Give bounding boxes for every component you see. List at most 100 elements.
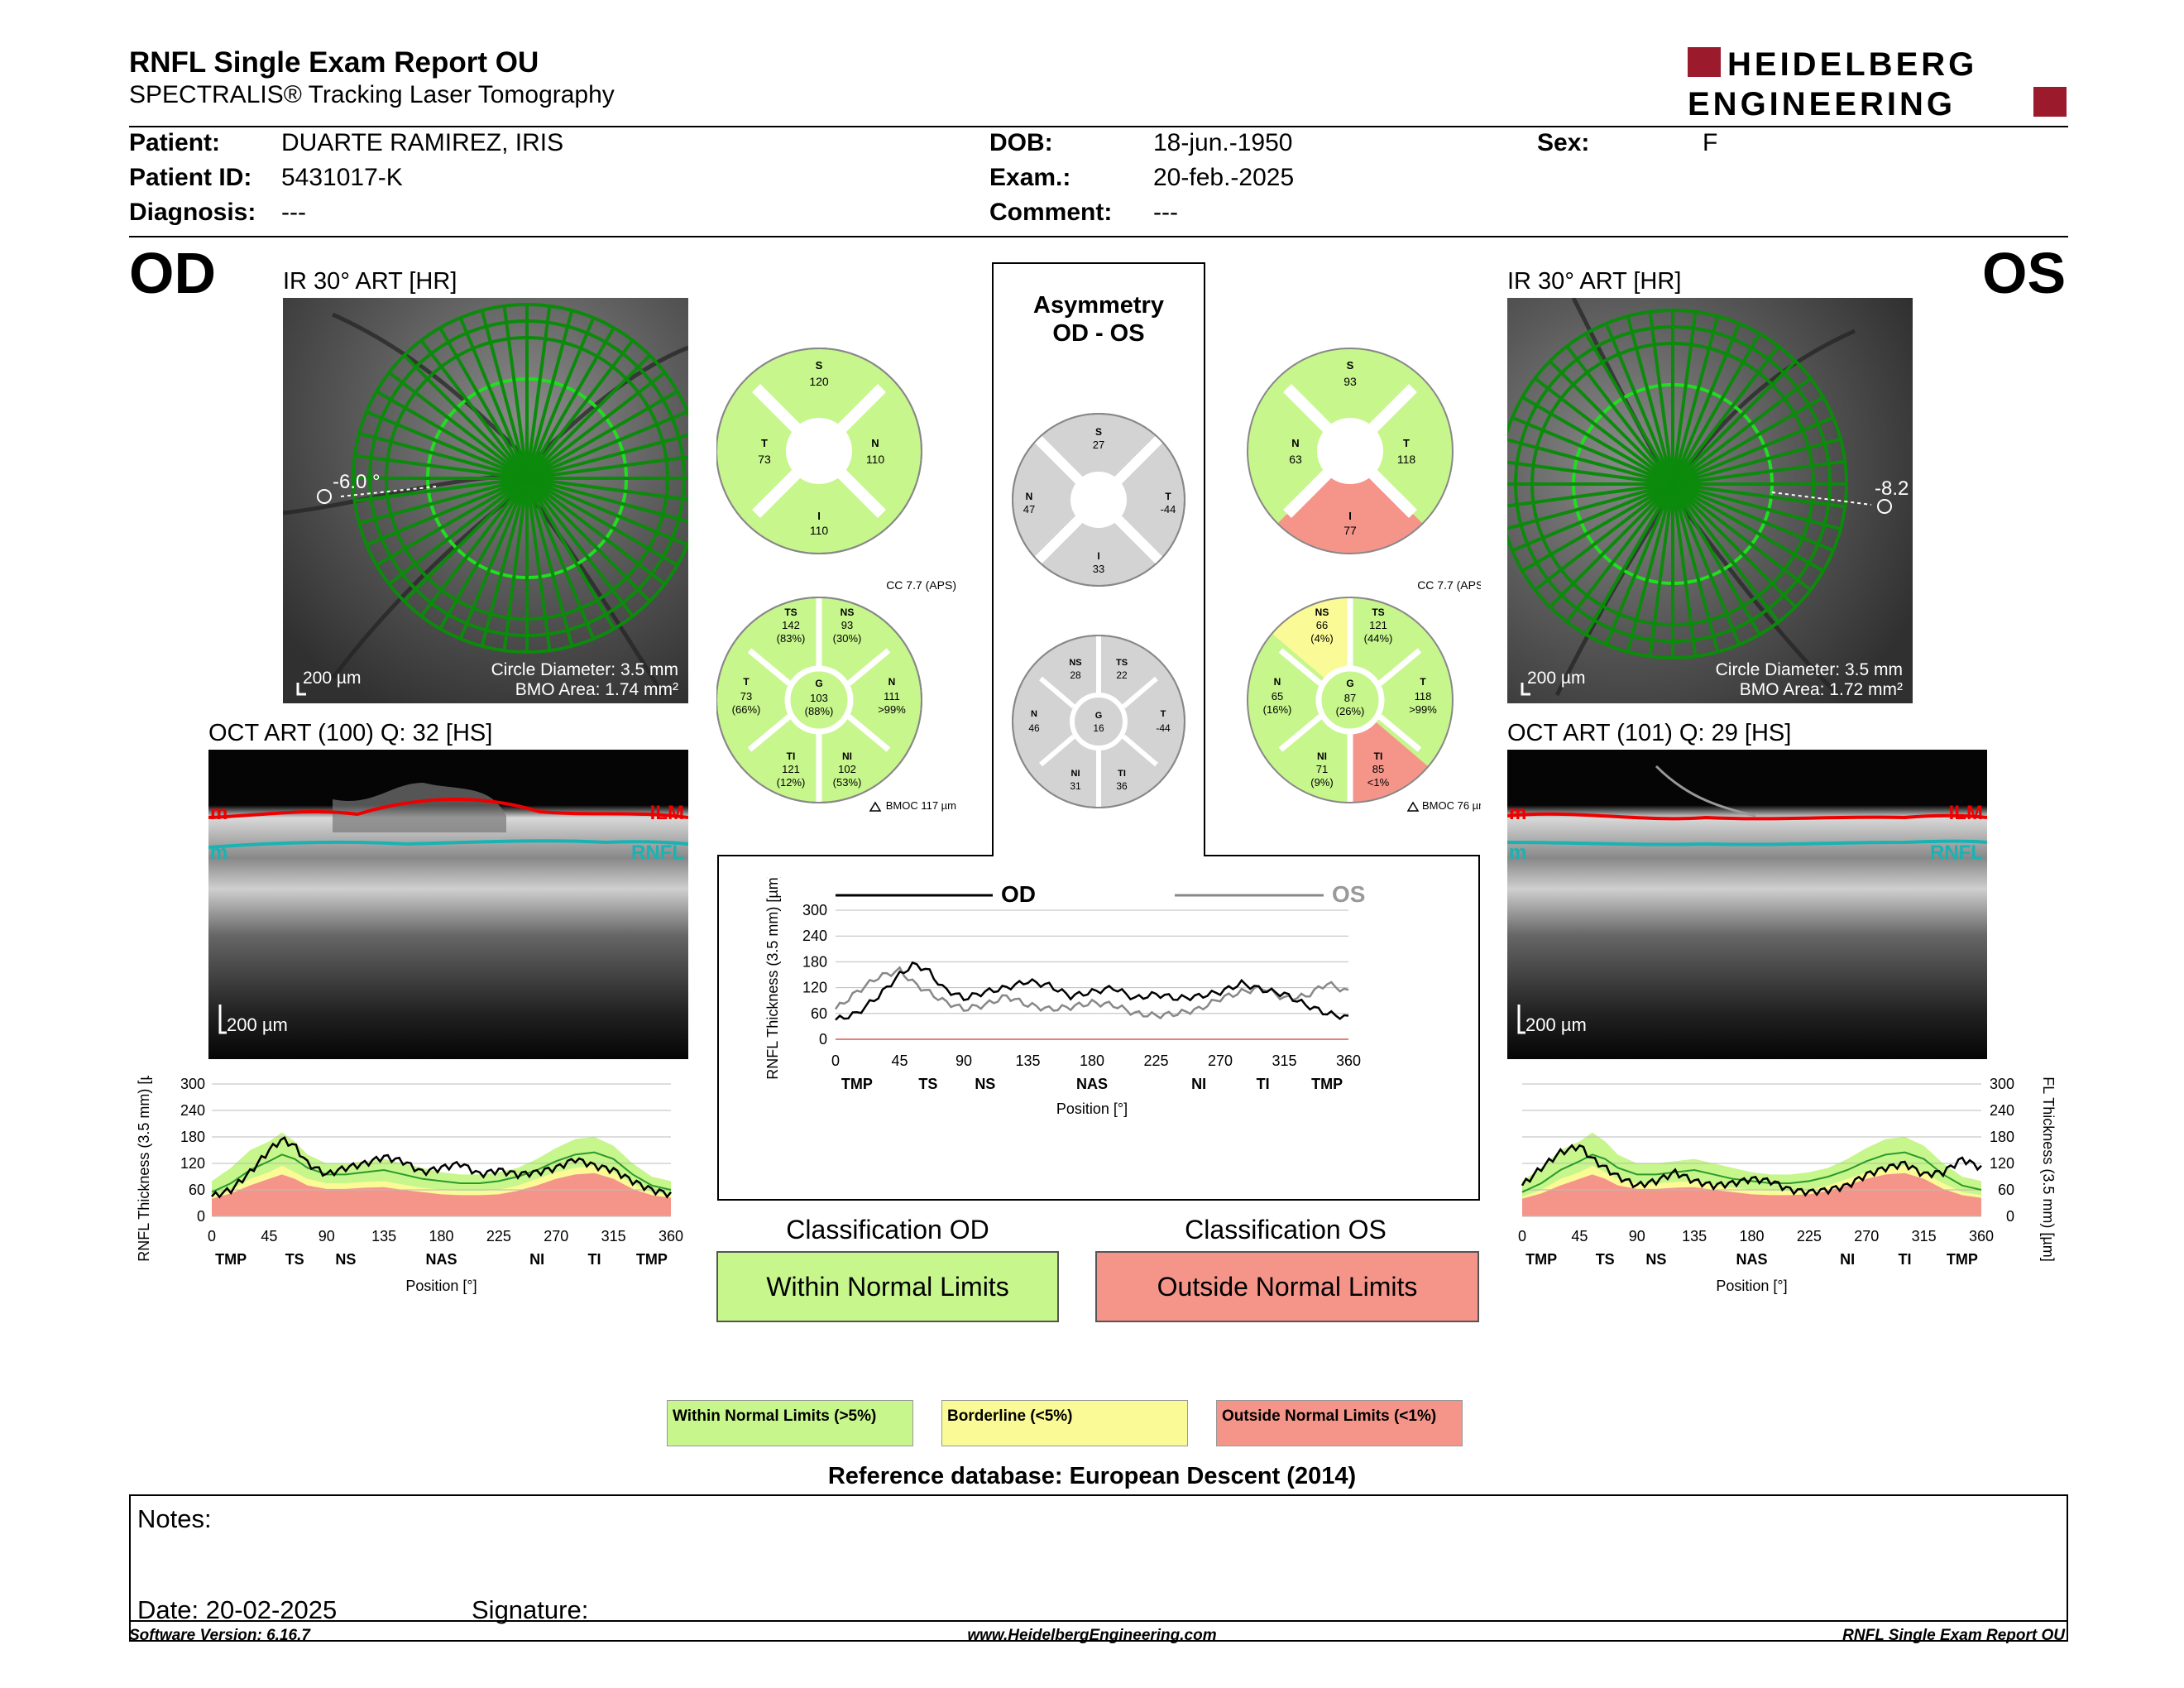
scan-spoke <box>525 477 574 647</box>
scan-spoke <box>526 433 688 480</box>
y-axis-label: RNFL Thickness (3.5 mm) [µm] <box>136 1076 152 1262</box>
sex-value: F <box>1703 129 1718 156</box>
os-n-value: 65 <box>1272 690 1283 703</box>
scan-spoke <box>525 477 651 602</box>
scan-spoke <box>1521 482 1674 573</box>
os-g-value: 87 <box>1344 692 1356 704</box>
svg-text:T: T <box>1165 491 1171 502</box>
scan-spoke <box>1671 482 1824 573</box>
scan-spoke <box>438 327 529 480</box>
notes-label: Notes: <box>137 1504 212 1533</box>
svg-text:NI: NI <box>1071 769 1080 779</box>
od-eye-label: OD <box>129 241 216 305</box>
legend-borderline: Borderline (<5%) <box>941 1400 1188 1446</box>
os-profile-chart: 0 60 120 180 240 300 0 45 90 135 180 225 270 315 360 TM… <box>1518 1076 2057 1294</box>
svg-text:NS: NS <box>841 607 855 618</box>
svg-text:N: N <box>1031 709 1037 719</box>
sector-label: NS <box>975 1076 995 1092</box>
classification-od-title: Classification OD <box>786 1215 989 1244</box>
scan-spoke <box>1672 482 1834 553</box>
os-g-pct: (26%) <box>1336 705 1365 717</box>
svg-text:NS: NS <box>1069 658 1081 668</box>
asym-quad-i: 33 <box>1093 563 1104 575</box>
scan-spoke <box>458 477 529 640</box>
svg-text:TS: TS <box>784 607 797 618</box>
od-sector-diagram: CC 7.7 (APS) TS 142 (83%) NS 93 (30%) T … <box>716 578 956 812</box>
asym-quad-n: 47 <box>1023 503 1035 516</box>
od-quad-n: 110 <box>866 453 885 466</box>
od-rnfl-label: RNFL <box>631 842 684 864</box>
os-ir-title: IR 30° ART [HR] <box>1507 268 1682 295</box>
header-rule <box>129 126 2068 127</box>
scan-spoke <box>1672 482 1842 531</box>
sector-label: TMP <box>215 1251 247 1268</box>
y-axis-label: RNFL Thickness (3.5 mm) [µm] <box>764 877 781 1080</box>
scan-spoke <box>1672 415 1834 486</box>
os-rnfl-cut: m <box>1509 842 1526 864</box>
os-rnfl-label: RNFL <box>1930 842 1983 864</box>
od-ns-value: 93 <box>841 619 853 631</box>
asymmetry-title-1: Asymmetry <box>1033 292 1164 319</box>
od-ilm-cut: m <box>210 802 228 824</box>
os-ir-image: -8.2 200 µm Circle Diameter: 3.5 mm BMO … <box>1507 298 1913 703</box>
center-frame <box>717 262 1480 1201</box>
y-tick-label: 60 <box>1998 1182 2014 1198</box>
sector-label: TI <box>1899 1251 1912 1268</box>
x-tick-label: 270 <box>1208 1053 1233 1069</box>
os-circle-diameter: Circle Diameter: 3.5 mm <box>1716 660 1903 679</box>
scan-spoke <box>354 453 528 480</box>
os-bmoc: BMOC 76 µm <box>1422 799 1481 812</box>
asym-ns: 28 <box>1070 669 1081 681</box>
x-axis-label: Position [°] <box>405 1278 477 1294</box>
dob-label: DOB: <box>989 129 1053 156</box>
os-t-value: 118 <box>1415 690 1432 703</box>
scan-spoke <box>1511 415 1674 486</box>
scan-spoke <box>376 477 529 567</box>
footer-url[interactable]: www.HeidelbergEngineering.com <box>967 1627 1217 1644</box>
od-quadrant-diagram: S 120 T 73 N 110 I 110 <box>716 348 922 554</box>
svg-text:TS: TS <box>1372 607 1384 618</box>
outside-band <box>1522 1172 1981 1216</box>
svg-text:N: N <box>888 676 896 688</box>
scan-spoke <box>403 477 529 602</box>
scan-spoke <box>1604 483 1674 645</box>
os-ni-pct: (9%) <box>1310 776 1333 789</box>
scan-spoke <box>358 477 528 525</box>
sector-label: TS <box>918 1076 937 1092</box>
y-tick-label: 180 <box>802 953 827 970</box>
scan-spoke <box>358 431 528 480</box>
sector-label: NAS <box>425 1251 457 1268</box>
classification-od-value: Within Normal Limits <box>766 1271 1009 1302</box>
os-angle: -8.2 <box>1875 477 1909 500</box>
scan-spoke <box>366 477 528 547</box>
footer-report: RNFL Single Exam Report OU <box>1842 1627 2065 1644</box>
report-title: RNFL Single Exam Report OU <box>129 46 539 79</box>
scan-spoke <box>525 371 666 480</box>
x-tick-label: 135 <box>1015 1053 1040 1069</box>
od-n-pct: >99% <box>878 703 906 716</box>
scan-spoke <box>526 410 688 480</box>
scan-spoke <box>1672 459 1846 486</box>
scan-spoke <box>1671 323 1741 485</box>
x-tick-label: 180 <box>1080 1053 1104 1069</box>
x-tick-label: 0 <box>831 1053 840 1069</box>
os-quad-t: 118 <box>1397 453 1416 466</box>
scan-spoke <box>1648 483 1674 657</box>
os-oct-scale: 200 µm <box>1525 1014 1587 1035</box>
footer-rule <box>129 1620 2068 1622</box>
sector-label: TMP <box>841 1076 873 1092</box>
notes-box[interactable]: Notes: Date: 20-02-2025 Signature: <box>129 1494 2068 1642</box>
patient-name: DUARTE RAMIREZ, IRIS <box>281 129 564 156</box>
svg-text:S: S <box>1347 359 1354 372</box>
patient-label: Patient: <box>129 129 221 156</box>
os-sector-diagram: CC 7.7 (APS) NS 66 (4%) TS 121 (44%) N 6… <box>1247 578 1481 812</box>
x-tick-label: 315 <box>1912 1228 1937 1244</box>
svg-text:N: N <box>1291 437 1299 449</box>
sector-diagrams: S 120 T 73 N 110 I 110 S 27 N 47 T -44 I… <box>716 348 1454 587</box>
asym-quad-t: -44 <box>1161 503 1176 516</box>
od-circle-diameter: Circle Diameter: 3.5 mm <box>491 660 678 679</box>
scan-spoke <box>525 390 678 480</box>
od-ir-scale: 200 µm <box>303 669 361 688</box>
svg-text:T: T <box>1403 437 1410 449</box>
scan-spoke <box>354 477 528 503</box>
